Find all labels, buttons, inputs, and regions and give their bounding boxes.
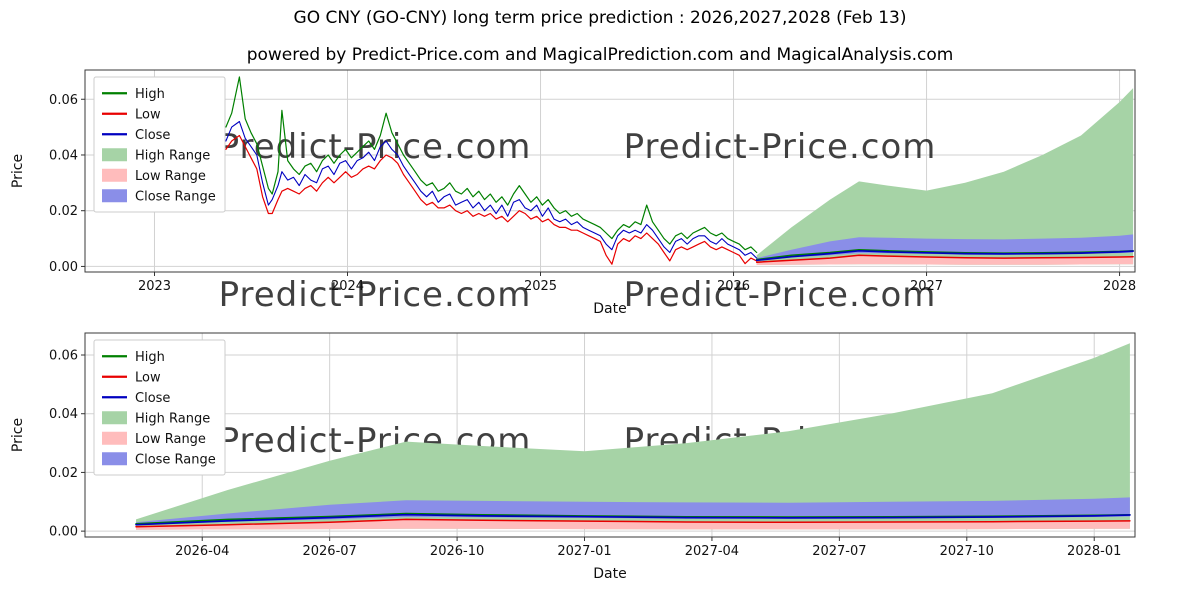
legend-label-high-range: High Range (135, 411, 210, 426)
watermark-text: Predict-Price.com (624, 275, 937, 315)
legend-label-low-range: Low Range (135, 432, 206, 447)
bottom-chart: 2026-04 2026-07 2026-10 2027-01 2027-04 2027-… (10, 332, 1136, 582)
history-high-line (144, 76, 758, 254)
legend-label-low: Low (135, 370, 161, 385)
x-axis-label: Date (593, 301, 626, 317)
legend-swatch-high-range (102, 148, 127, 162)
x-tick-label: 2026 (717, 279, 750, 294)
high-range-area (136, 343, 1130, 530)
page-title: GO CNY (GO-CNY) long term price predicti… (293, 8, 907, 28)
y-tick-label: 0.02 (49, 466, 78, 481)
history-close-line (144, 115, 758, 259)
plot-border (84, 69, 1136, 273)
legend-swatch-high-range (102, 411, 127, 425)
legend-label-high-range: High Range (135, 148, 210, 163)
x-tick-label: 2026-04 (175, 544, 229, 559)
forecast-low-line (135, 518, 1131, 528)
x-tick-label: 2024 (331, 279, 364, 294)
page-subtitle: powered by Predict-Price.com and Magical… (246, 45, 954, 65)
legend-label-low-range: Low Range (135, 169, 206, 184)
forecast-low-line (755, 254, 1134, 263)
y-tick-label: 0.00 (49, 525, 78, 540)
high-range-area (756, 88, 1134, 265)
legend-label-low: Low (135, 107, 161, 122)
watermark-text: Predict-Price.com (219, 275, 532, 315)
x-tick-label: 2027-07 (812, 544, 866, 559)
legend-label-high: High (135, 87, 165, 102)
legend-label-close-range: Close Range (135, 189, 216, 204)
history-low-line (144, 126, 758, 265)
legend: High Low Close High Range Low Range Close Ran… (93, 339, 226, 476)
forecast-close-line (135, 513, 1131, 526)
x-tick-label: 2026-10 (430, 544, 484, 559)
x-tick-label: 2028-01 (1067, 544, 1121, 559)
y-tick-label: 0.06 (49, 93, 78, 108)
x-tick-label: 2025 (524, 279, 557, 294)
plot-border (84, 332, 1136, 538)
y-tick-label: 0.00 (49, 260, 78, 275)
y-tick-label: 0.04 (49, 148, 78, 163)
watermark-text: Predict-Price.com (624, 127, 937, 167)
x-tick-label: 2027-10 (940, 544, 994, 559)
legend-label-high: High (135, 350, 165, 365)
watermarks: Predict-Price.com Predict-Price.com Predic… (219, 127, 937, 461)
x-tick-label: 2027-01 (557, 544, 611, 559)
legend-label-close: Close (135, 391, 170, 406)
y-axis-label: Price (10, 418, 26, 452)
legend-swatch-low-range (102, 168, 127, 182)
x-tick-label: 2027-04 (685, 544, 739, 559)
legend-label-close: Close (135, 128, 170, 143)
x-tick-label: 2026-07 (302, 544, 356, 559)
y-tick-label: 0.02 (49, 204, 78, 219)
forecast-close-line (755, 249, 1134, 262)
x-axis-label: Date (593, 566, 626, 582)
legend-label-close-range: Close Range (135, 452, 216, 467)
x-tick-label: 2023 (138, 279, 171, 294)
x-tick-label: 2027 (910, 279, 943, 294)
y-tick-label: 0.04 (49, 407, 78, 422)
legend-swatch-low-range (102, 431, 127, 445)
legend: High Low Close High Range Low Range Close Ran… (93, 76, 226, 213)
y-tick-label: 0.06 (49, 349, 78, 364)
y-axis-label: Price (10, 154, 26, 188)
legend-swatch-close-range (102, 452, 127, 466)
x-tick-label: 2028 (1103, 279, 1136, 294)
legend-swatch-close-range (102, 189, 127, 203)
top-chart: 2023 2024 2025 2026 2027 2028 0.00 0.02 0.04 0.06… (10, 69, 1136, 317)
